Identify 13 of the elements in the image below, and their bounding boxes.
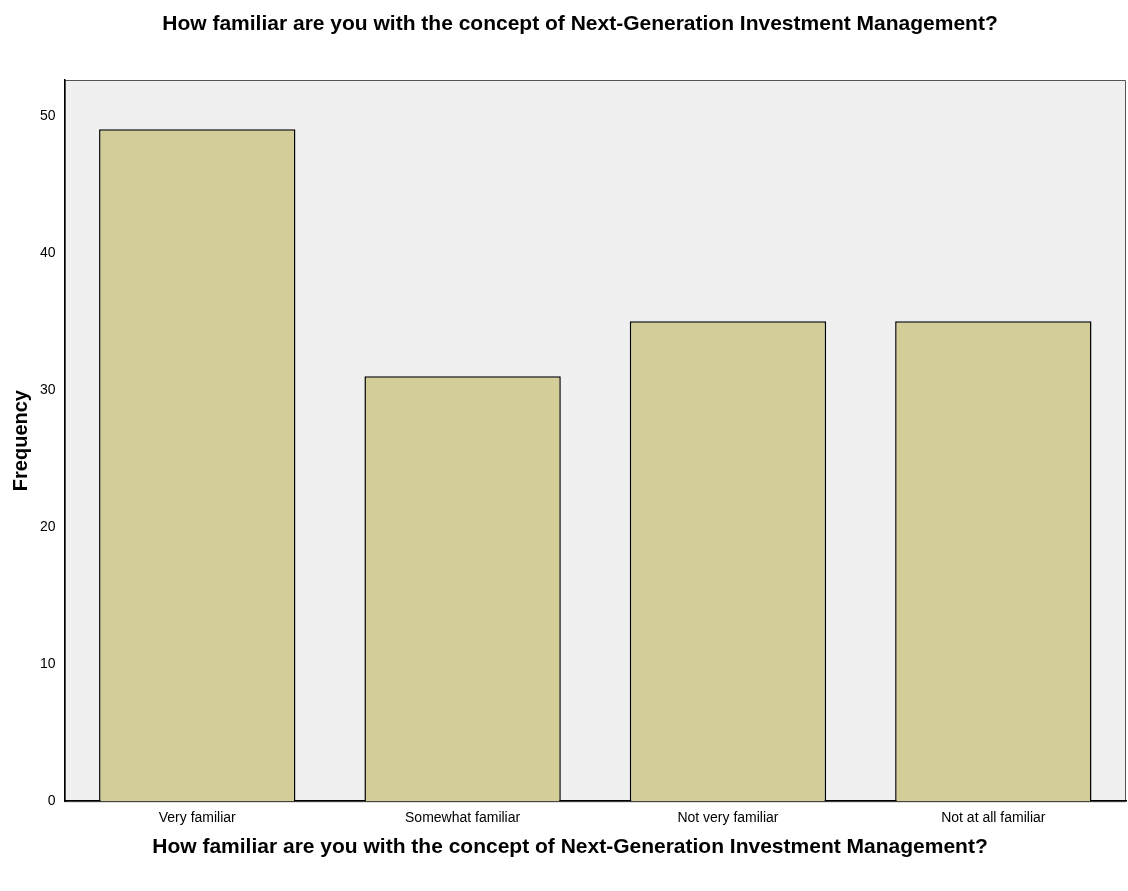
chart-title: How familiar are you with the concept of Next-Generation Investment Management? bbox=[161, 11, 999, 34]
y-tick-label: 0 bbox=[47, 792, 56, 809]
y-tick-label: 30 bbox=[39, 380, 56, 397]
y-tick-label: 40 bbox=[39, 243, 56, 260]
x-axis-title: How familiar are you with the concept of Next-Generation Investment Management? bbox=[151, 834, 989, 857]
x-tick-label: Very familiar bbox=[158, 809, 237, 826]
y-tick-label: 50 bbox=[39, 106, 56, 123]
x-tick-label: Not very familiar bbox=[677, 809, 779, 826]
y-axis-title: Frequency bbox=[8, 389, 31, 492]
y-tick-label: 10 bbox=[39, 654, 56, 671]
x-tick-label: Somewhat familiar bbox=[405, 809, 521, 826]
x-tick-label: Not at all familiar bbox=[941, 809, 1046, 826]
y-tick-label: 20 bbox=[39, 517, 56, 534]
